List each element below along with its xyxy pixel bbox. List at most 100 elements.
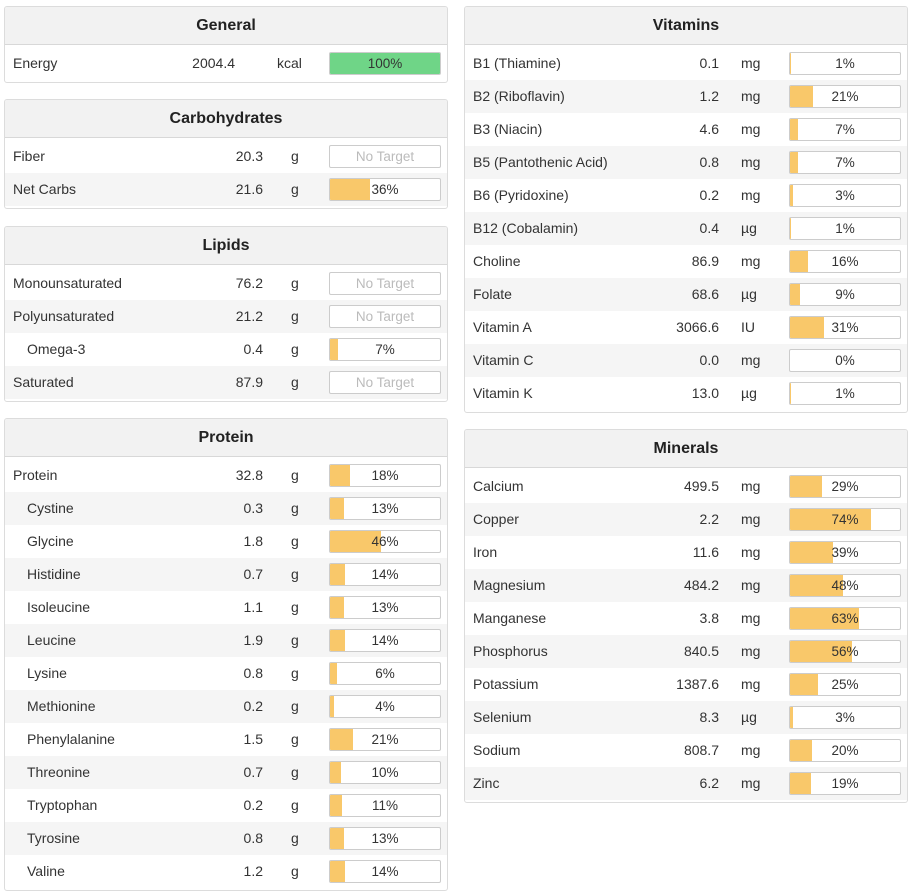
nutrient-row[interactable]: Zinc 6.2 mg 19% — [465, 767, 907, 800]
nutrient-row[interactable]: Manganese 3.8 mg 63% — [465, 602, 907, 635]
nutrient-row[interactable]: Choline 86.9 mg 16% — [465, 245, 907, 278]
nutrient-row[interactable]: Selenium 8.3 µg 3% — [465, 701, 907, 734]
target-progress-bar: 39% — [789, 541, 901, 564]
nutrient-row[interactable]: B2 (Riboflavin) 1.2 mg 21% — [465, 80, 907, 113]
progress-label: 1% — [835, 56, 855, 71]
nutrient-name: Vitamin K — [473, 385, 533, 401]
progress-label: 100% — [367, 56, 403, 71]
nutrient-amount: 1.1 — [243, 599, 263, 615]
nutrient-row[interactable]: Saturated 87.9 g No Target — [5, 366, 447, 399]
nutrient-row[interactable]: Iron 11.6 mg 39% — [465, 536, 907, 569]
progress-label: 1% — [835, 386, 855, 401]
target-progress-bar: 63% — [789, 607, 901, 630]
nutrient-row[interactable]: Cystine 0.3 g 13% — [5, 492, 447, 525]
nutrient-amount: 0.7 — [243, 566, 263, 582]
nutrient-row[interactable]: Monounsaturated 76.2 g No Target — [5, 267, 447, 300]
nutrient-unit: g — [291, 533, 299, 549]
progress-label: 56% — [831, 644, 859, 659]
nutrient-unit: g — [291, 698, 299, 714]
nutrient-name: Methionine — [27, 698, 96, 714]
nutrient-unit: g — [291, 599, 299, 615]
progress-label: 16% — [831, 254, 859, 269]
progress-fill — [330, 861, 346, 882]
nutrient-unit: mg — [741, 610, 761, 626]
nutrient-row[interactable]: Vitamin C 0.0 mg 0% — [465, 344, 907, 377]
nutrient-row[interactable]: Histidine 0.7 g 14% — [5, 558, 447, 591]
vitamins-rows: B1 (Thiamine) 0.1 mg 1% B2 (Riboflavin) 1.2 mg… — [465, 45, 907, 412]
nutrient-row[interactable]: B5 (Pantothenic Acid) 0.8 mg 7% — [465, 146, 907, 179]
nutrient-row[interactable]: Methionine 0.2 g 4% — [5, 690, 447, 723]
progress-fill — [790, 284, 800, 305]
progress-label: 20% — [831, 743, 859, 758]
nutrient-unit: g — [291, 632, 299, 648]
nutrient-amount: 21.2 — [235, 308, 263, 324]
nutrient-row[interactable]: B6 (Pyridoxine) 0.2 mg 3% — [465, 179, 907, 212]
target-progress-bar: No Target — [329, 305, 441, 328]
nutrient-row[interactable]: Isoleucine 1.1 g 13% — [5, 591, 447, 624]
nutrient-row[interactable]: Protein 32.8 g 18% — [5, 459, 447, 492]
general-header: General — [5, 7, 447, 45]
nutrient-unit: µg — [741, 709, 757, 725]
nutrient-amount: 840.5 — [683, 643, 719, 659]
nutrient-row[interactable]: Polyunsaturated 21.2 g No Target — [5, 300, 447, 333]
nutrient-name: Choline — [473, 253, 521, 269]
minerals-panel: Minerals Calcium 499.5 mg 29% Copper 2.2 mg 74% I… — [464, 429, 908, 803]
nutrient-unit: mg — [741, 643, 761, 659]
nutrient-row[interactable]: Copper 2.2 mg 74% — [465, 503, 907, 536]
nutrient-amount: 21.6 — [235, 181, 263, 197]
progress-label: 6% — [375, 666, 395, 681]
progress-label: 3% — [835, 710, 855, 725]
nutrient-row[interactable]: Phenylalanine 1.5 g 21% — [5, 723, 447, 756]
progress-label: No Target — [355, 149, 415, 164]
target-progress-bar: 6% — [329, 662, 441, 685]
target-progress-bar: No Target — [329, 371, 441, 394]
nutrient-row[interactable]: Net Carbs 21.6 g 36% — [5, 173, 447, 206]
nutrient-row[interactable]: Tyrosine 0.8 g 13% — [5, 822, 447, 855]
nutrient-row[interactable]: Fiber 20.3 g No Target — [5, 140, 447, 173]
progress-fill — [790, 674, 818, 695]
nutrient-row[interactable]: Magnesium 484.2 mg 48% — [465, 569, 907, 602]
nutrient-row[interactable]: Omega-3 0.4 g 7% — [5, 333, 447, 366]
progress-label: 18% — [371, 468, 399, 483]
progress-label: 48% — [831, 578, 859, 593]
nutrient-row[interactable]: Vitamin A 3066.6 IU 31% — [465, 311, 907, 344]
nutrient-row[interactable]: Valine 1.2 g 14% — [5, 855, 447, 888]
nutrient-name: Polyunsaturated — [13, 308, 115, 324]
target-progress-bar: 0% — [789, 349, 901, 372]
nutrient-row[interactable]: Potassium 1387.6 mg 25% — [465, 668, 907, 701]
progress-label: 46% — [371, 534, 399, 549]
nutrient-row[interactable]: Threonine 0.7 g 10% — [5, 756, 447, 789]
nutrient-row[interactable]: Calcium 499.5 mg 29% — [465, 470, 907, 503]
nutrient-name: Net Carbs — [13, 181, 77, 197]
minerals-header: Minerals — [465, 430, 907, 468]
nutrient-unit: mg — [741, 676, 761, 692]
nutrient-unit: g — [291, 797, 299, 813]
nutrient-amount: 0.4 — [699, 220, 719, 236]
nutrient-row[interactable]: Phosphorus 840.5 mg 56% — [465, 635, 907, 668]
progress-fill — [790, 317, 825, 338]
progress-label: 11% — [371, 798, 399, 813]
nutrient-unit: mg — [741, 187, 761, 203]
progress-label: 29% — [831, 479, 859, 494]
nutrient-row[interactable]: Sodium 808.7 mg 20% — [465, 734, 907, 767]
progress-fill — [790, 185, 794, 206]
progress-label: 31% — [831, 320, 859, 335]
nutrient-row[interactable]: Tryptophan 0.2 g 11% — [5, 789, 447, 822]
nutrient-row[interactable]: Lysine 0.8 g 6% — [5, 657, 447, 690]
nutrient-amount: 6.2 — [699, 775, 719, 791]
general-panel: General Energy 2004.4 kcal 100% — [4, 6, 448, 83]
nutrient-row[interactable]: Folate 68.6 µg 9% — [465, 278, 907, 311]
nutrient-unit: mg — [741, 478, 761, 494]
nutrient-row[interactable]: B1 (Thiamine) 0.1 mg 1% — [465, 47, 907, 80]
nutrient-row[interactable]: B3 (Niacin) 4.6 mg 7% — [465, 113, 907, 146]
target-progress-bar: 36% — [329, 178, 441, 201]
nutrient-row[interactable]: Energy 2004.4 kcal 100% — [5, 47, 447, 80]
nutrient-name: Sodium — [473, 742, 521, 758]
nutrient-row[interactable]: Leucine 1.9 g 14% — [5, 624, 447, 657]
progress-label: 7% — [835, 122, 855, 137]
nutrient-row[interactable]: B12 (Cobalamin) 0.4 µg 1% — [465, 212, 907, 245]
nutrient-row[interactable]: Vitamin K 13.0 µg 1% — [465, 377, 907, 410]
nutrient-row[interactable]: Glycine 1.8 g 46% — [5, 525, 447, 558]
target-progress-bar: 7% — [789, 151, 901, 174]
nutrient-unit: g — [291, 500, 299, 516]
